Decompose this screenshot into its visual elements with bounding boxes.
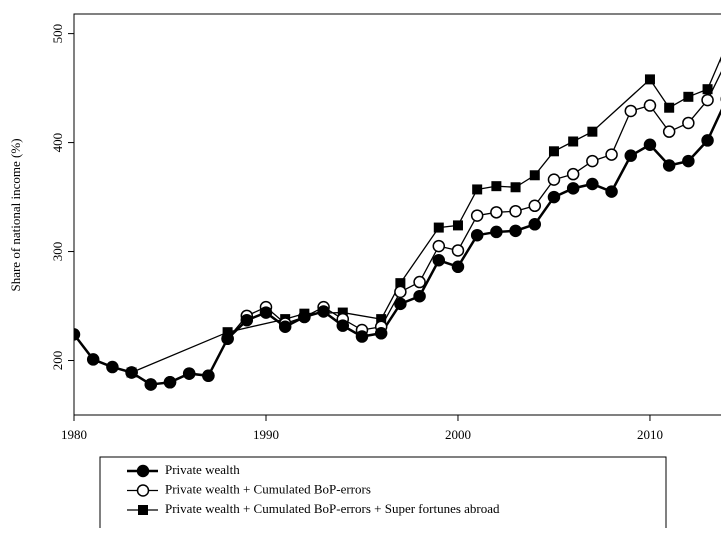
- marker: [88, 354, 99, 365]
- x-tick-label: 2010: [637, 427, 663, 442]
- marker: [702, 95, 713, 106]
- marker: [606, 149, 617, 160]
- marker: [203, 370, 214, 381]
- legend-marker: [138, 485, 149, 496]
- marker: [587, 127, 597, 137]
- marker: [568, 169, 579, 180]
- legend-label: Private wealth + Cumulated BoP-errors: [165, 481, 371, 496]
- marker: [356, 331, 367, 342]
- marker: [126, 367, 137, 378]
- marker: [472, 210, 483, 221]
- legend-marker: [138, 505, 148, 515]
- marker: [318, 306, 329, 317]
- plot-area: [69, 40, 721, 390]
- marker: [69, 329, 80, 340]
- marker: [337, 320, 348, 331]
- legend-label: Private wealth + Cumulated BoP-errors + …: [165, 501, 500, 516]
- marker: [530, 170, 540, 180]
- marker: [472, 230, 483, 241]
- marker: [664, 160, 675, 171]
- marker: [453, 220, 463, 230]
- marker: [433, 255, 444, 266]
- legend-label: Private wealth: [165, 462, 240, 477]
- marker: [260, 307, 271, 318]
- marker: [548, 192, 559, 203]
- marker: [395, 298, 406, 309]
- marker: [644, 100, 655, 111]
- x-tick-label: 1980: [61, 427, 87, 442]
- x-tick-label: 1990: [253, 427, 279, 442]
- marker: [184, 368, 195, 379]
- marker: [625, 150, 636, 161]
- series-line: [74, 99, 721, 384]
- marker: [664, 103, 674, 113]
- marker: [568, 136, 578, 146]
- marker: [703, 84, 713, 94]
- marker: [280, 321, 291, 332]
- series-line: [132, 45, 721, 373]
- marker: [683, 156, 694, 167]
- marker: [472, 184, 482, 194]
- marker: [529, 200, 540, 211]
- marker: [145, 379, 156, 390]
- marker: [452, 245, 463, 256]
- y-axis-label: Share of national income (%): [8, 138, 23, 291]
- marker: [664, 126, 675, 137]
- marker: [241, 315, 252, 326]
- marker: [645, 74, 655, 84]
- marker: [434, 223, 444, 233]
- marker: [548, 174, 559, 185]
- marker: [222, 333, 233, 344]
- marker: [414, 277, 425, 288]
- marker: [683, 92, 693, 102]
- marker: [702, 135, 713, 146]
- marker: [510, 206, 521, 217]
- marker: [625, 105, 636, 116]
- marker: [491, 181, 501, 191]
- y-tick-label: 400: [50, 133, 65, 153]
- marker: [452, 261, 463, 272]
- marker: [549, 146, 559, 156]
- marker: [395, 286, 406, 297]
- y-tick-label: 300: [50, 242, 65, 262]
- marker: [683, 117, 694, 128]
- marker: [164, 377, 175, 388]
- marker: [433, 241, 444, 252]
- marker: [510, 225, 521, 236]
- marker: [414, 291, 425, 302]
- marker: [568, 183, 579, 194]
- marker: [511, 182, 521, 192]
- marker: [587, 178, 598, 189]
- y-tick-label: 500: [50, 24, 65, 44]
- y-tick-label: 200: [50, 351, 65, 371]
- plot-frame: [74, 14, 721, 415]
- marker: [644, 139, 655, 150]
- marker: [376, 328, 387, 339]
- legend-marker: [138, 466, 149, 477]
- marker: [299, 311, 310, 322]
- marker: [587, 156, 598, 167]
- x-tick-label: 2000: [445, 427, 471, 442]
- marker: [491, 207, 502, 218]
- marker: [529, 219, 540, 230]
- marker: [491, 226, 502, 237]
- marker: [606, 186, 617, 197]
- marker: [107, 362, 118, 373]
